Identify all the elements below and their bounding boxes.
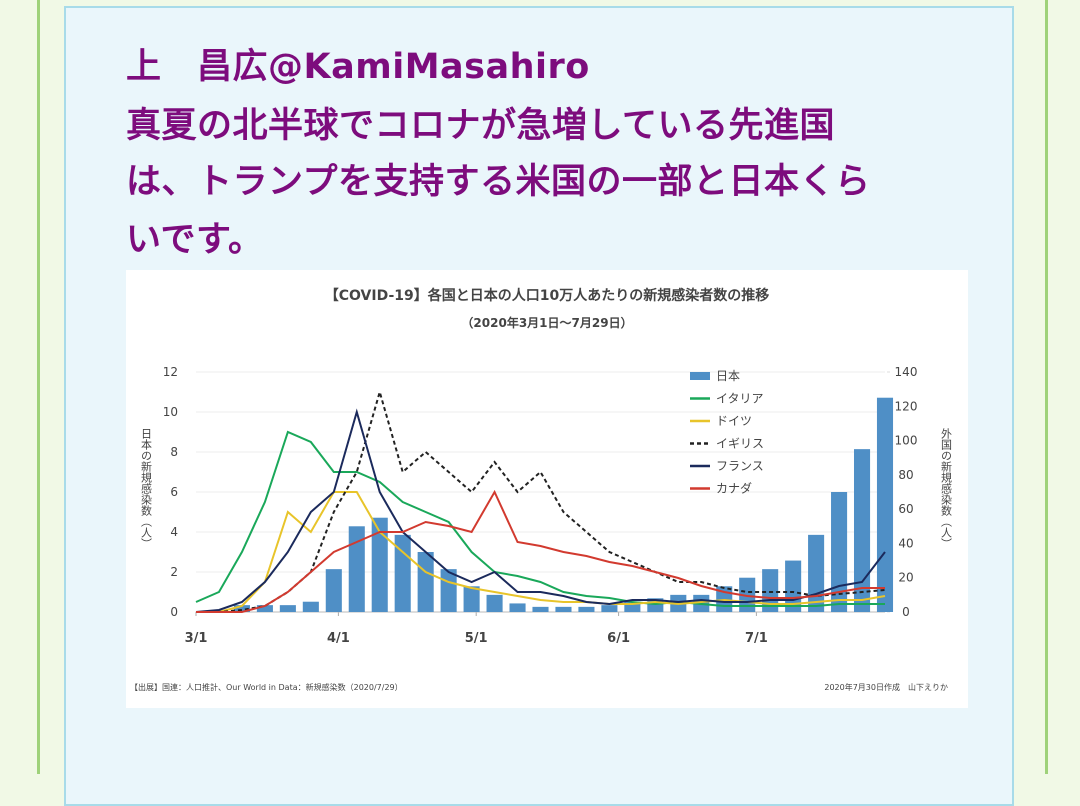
y-axis-label: 日本の新規感染数（人） [140, 428, 153, 549]
page-border [1045, 0, 1048, 774]
page-border [37, 0, 40, 774]
y2-axis-label: 外国の新規感染数（人） [940, 428, 953, 549]
bar [831, 492, 848, 612]
bar [325, 569, 342, 612]
legend-label: イギリス [716, 437, 764, 451]
tweet-text: いです。 [126, 220, 264, 260]
chart-subtitle: （2020年3月1日〜7月29日） [461, 315, 632, 330]
line-series [196, 491, 886, 613]
bar [509, 603, 526, 612]
page: {"tweet": {"author": "上 昌広@KamiMasahiro"… [37, 0, 1048, 806]
y-tick-label: 10 [163, 405, 178, 419]
legend-label: 日本 [716, 369, 740, 383]
y2-tick-label: 20 [898, 571, 913, 585]
bar [555, 606, 572, 612]
legend-label: イタリア [716, 392, 764, 406]
bar [578, 606, 595, 612]
bar [371, 517, 388, 612]
bar [853, 449, 871, 612]
credit-note: 2020年7月30日作成 山下えりか [824, 682, 948, 692]
y2-tick-label: 80 [898, 468, 913, 482]
bar [876, 397, 894, 612]
tweet-text: は、トランプを支持する米国の一部と日本くら [126, 162, 871, 202]
bar [233, 605, 250, 612]
line-series [196, 388, 886, 613]
x-tick-label: 4/1 [327, 631, 350, 646]
bar [417, 552, 434, 612]
bar [624, 601, 641, 612]
bar [601, 605, 618, 612]
bar [348, 526, 365, 612]
y2-tick-label: 60 [898, 502, 913, 516]
y-tick-label: 4 [170, 525, 178, 539]
y2-tick-label: 120 [895, 399, 918, 413]
chart-title: 【COVID-19】各国と日本の人口10万人あたりの新規感染者数の推移 [325, 287, 770, 304]
x-tick-label: 5/1 [465, 631, 488, 646]
bar [256, 605, 273, 612]
legend-label: フランス [716, 459, 764, 473]
bar [440, 569, 457, 612]
tweet-text: 真夏の北半球でコロナが急増している先進国 [126, 106, 835, 146]
legend-label: カナダ [716, 481, 752, 496]
x-tick-label: 3/1 [185, 631, 208, 646]
bar [394, 534, 411, 612]
y2-tick-label: 100 [895, 434, 918, 448]
legend-label: ドイツ [716, 414, 752, 428]
x-tick-label: 6/1 [607, 631, 630, 646]
y2-tick-label: 40 [898, 536, 913, 550]
legend-swatch [690, 372, 710, 380]
tweet-author: 上 昌広@KamiMasahiro [126, 47, 590, 87]
line-series [195, 408, 886, 613]
bar [532, 606, 549, 612]
bar [279, 605, 296, 612]
x-tick-label: 7/1 [745, 631, 768, 646]
bar [739, 577, 756, 612]
y2-tick-label: 140 [895, 365, 918, 379]
bar [463, 586, 480, 612]
y-tick-label: 12 [163, 365, 178, 379]
y-tick-label: 2 [170, 565, 178, 579]
bar [486, 594, 503, 612]
line-series [196, 489, 885, 613]
y2-tick-label: 0 [902, 605, 910, 619]
bar [808, 534, 825, 612]
chart-image: 【COVID-19】各国と日本の人口10万人あたりの新規感染者数の推移 （202… [126, 270, 968, 708]
source-note: 【出展】国連：人口推計、Our World in Data：新規感染数（2020… [130, 682, 403, 692]
y-tick-label: 6 [170, 485, 178, 499]
y-tick-label: 0 [170, 605, 178, 619]
chart: 【COVID-19】各国と日本の人口10万人あたりの新規感染者数の推移 （202… [130, 287, 953, 692]
bar [302, 601, 319, 612]
line-series [195, 430, 885, 607]
y-tick-label: 8 [170, 445, 178, 459]
